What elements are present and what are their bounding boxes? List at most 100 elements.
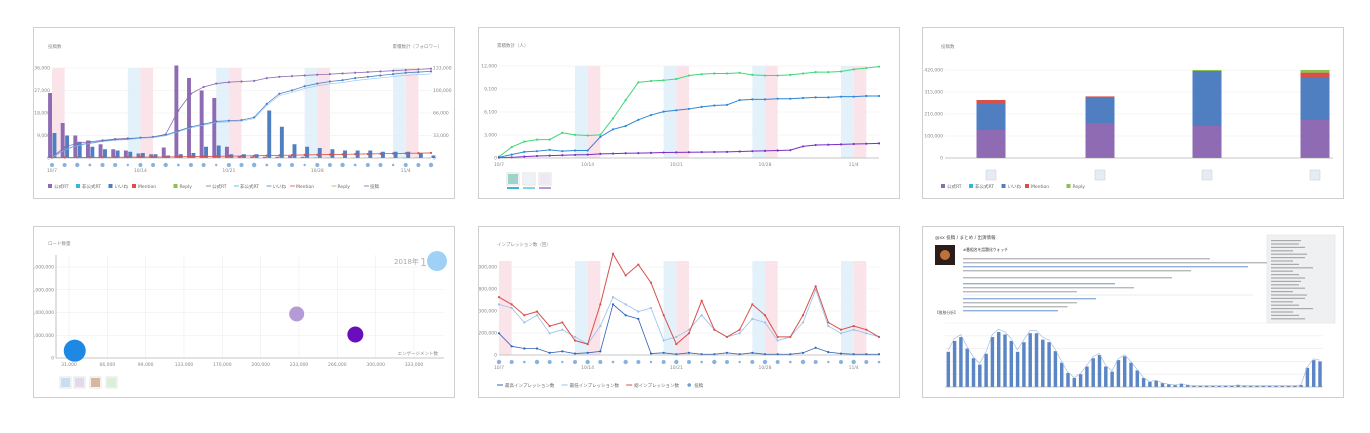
- data-point: [573, 133, 577, 136]
- bar: [1217, 385, 1221, 387]
- data-point: [561, 321, 564, 324]
- info-line: [1271, 246, 1305, 248]
- bar: [279, 126, 284, 158]
- data-point: [561, 131, 564, 134]
- bar: [952, 340, 957, 387]
- data-point: [611, 296, 615, 299]
- report-thumbnail-detail: [940, 250, 950, 260]
- text-line: [963, 291, 1077, 293]
- data-point: [801, 351, 805, 354]
- data-point: [725, 72, 729, 75]
- data-point: [751, 317, 754, 320]
- y-tick-label: 0: [494, 353, 497, 359]
- post-marker: [725, 360, 729, 364]
- data-point: [776, 339, 779, 342]
- data-point: [497, 296, 501, 299]
- data-point: [379, 152, 382, 155]
- bar: [1085, 366, 1089, 387]
- legend-label: いいね: [1008, 184, 1022, 190]
- data-point: [354, 77, 357, 80]
- bar: [204, 146, 209, 158]
- data-point: [827, 324, 830, 328]
- data-point: [637, 151, 640, 155]
- data-point: [497, 156, 501, 159]
- data-point: [713, 328, 716, 331]
- data-point: [700, 150, 703, 154]
- period-band: [575, 261, 588, 355]
- bar: [123, 150, 128, 158]
- data-point: [649, 79, 653, 83]
- data-point: [240, 119, 243, 122]
- bar: [1015, 351, 1020, 387]
- bar: [1047, 342, 1051, 387]
- data-point: [738, 98, 741, 102]
- data-point: [751, 98, 754, 101]
- text-line: [963, 298, 1096, 300]
- text-line: [963, 262, 1277, 264]
- data-point: [392, 69, 395, 72]
- bar: [275, 156, 280, 158]
- data-point: [303, 153, 306, 157]
- y-tick-label: 3,200,000: [479, 331, 497, 337]
- data-point: [510, 145, 513, 149]
- data-point: [599, 133, 602, 136]
- data-point: [839, 70, 843, 73]
- bar: [1173, 385, 1177, 387]
- bar: [1141, 378, 1146, 387]
- post-marker: [573, 360, 577, 364]
- y-tick-label: 6,100: [484, 110, 497, 116]
- post-marker: [738, 360, 741, 364]
- data-point: [751, 303, 754, 306]
- period-band: [841, 261, 854, 355]
- data-point: [227, 155, 230, 158]
- data-point: [215, 82, 218, 85]
- data-point: [392, 72, 395, 76]
- text-line: [963, 306, 1068, 308]
- x-tick-label: 266,000: [328, 362, 347, 368]
- data-point: [573, 339, 577, 342]
- bar: [1267, 385, 1272, 387]
- data-point: [827, 71, 830, 74]
- bar: [48, 93, 52, 158]
- bar: [1059, 362, 1064, 387]
- data-point: [366, 70, 369, 74]
- bar: [178, 154, 183, 158]
- data-point: [687, 74, 691, 77]
- data-point: [814, 71, 817, 74]
- legend-label: 非公式RT: [975, 183, 994, 190]
- info-line: [1271, 301, 1293, 303]
- data-point: [139, 156, 142, 159]
- stacked-bar-segment: [1192, 70, 1222, 71]
- info-line: [1271, 277, 1305, 279]
- data-point: [624, 152, 627, 155]
- stacked-bar-segment: [1085, 96, 1115, 97]
- post-marker: [303, 163, 306, 167]
- y2-tick-label: 100,000: [433, 88, 452, 94]
- data-point: [725, 103, 729, 106]
- data-point: [852, 142, 855, 146]
- data-point: [789, 97, 792, 100]
- bar: [1091, 358, 1095, 387]
- bar: [1236, 385, 1240, 387]
- impressions-chart: インプレッション数（回） 12,000,000 9,800,000 6,300,000…: [479, 241, 881, 389]
- data-point: [877, 335, 881, 339]
- bar: [1072, 378, 1077, 387]
- data-point: [763, 98, 767, 101]
- bar: [224, 146, 229, 158]
- data-point: [827, 351, 830, 354]
- text-line: [963, 277, 1172, 279]
- legend-swatch: [1066, 184, 1071, 188]
- x-tick-label: 170,000: [213, 362, 232, 368]
- data-point: [852, 68, 855, 71]
- data-point: [839, 328, 843, 331]
- account-thumbnail: [1094, 169, 1106, 181]
- bar: [1198, 385, 1203, 387]
- post-marker: [598, 360, 603, 364]
- data-point: [510, 303, 513, 306]
- data-point: [675, 335, 678, 339]
- data-point: [776, 97, 779, 100]
- data-point: [789, 335, 792, 339]
- bar: [1293, 385, 1297, 387]
- y-tick-label: 46,000,000: [34, 287, 54, 293]
- bar: [1280, 385, 1284, 387]
